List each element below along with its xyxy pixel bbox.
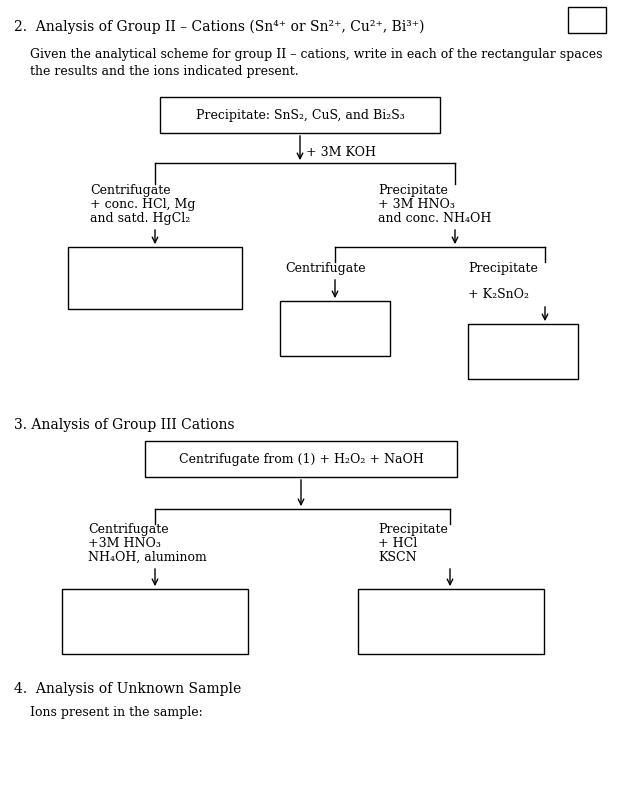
- Text: 3. Analysis of Group III Cations: 3. Analysis of Group III Cations: [14, 418, 234, 431]
- Text: Centrifugate from (1) + H₂O₂ + NaOH: Centrifugate from (1) + H₂O₂ + NaOH: [178, 453, 423, 466]
- Text: Precipitate: Precipitate: [378, 522, 448, 535]
- Text: + 3M KOH: + 3M KOH: [306, 145, 376, 158]
- Bar: [468, 324, 578, 380]
- Text: Centrifugate: Centrifugate: [88, 522, 168, 535]
- Text: Centrifugate: Centrifugate: [90, 184, 171, 197]
- Text: + HCl: + HCl: [378, 536, 417, 549]
- Text: + conc. HCl, Mg: + conc. HCl, Mg: [90, 198, 196, 211]
- Text: + 3M HNO₃: + 3M HNO₃: [378, 198, 455, 211]
- Text: NH₄OH, aluminom: NH₄OH, aluminom: [88, 551, 207, 564]
- Text: and conc. NH₄OH: and conc. NH₄OH: [378, 212, 491, 225]
- Bar: [145, 441, 457, 478]
- Bar: [62, 590, 248, 654]
- Text: Ions present in the sample:: Ions present in the sample:: [30, 705, 203, 718]
- Text: and satd. HgCl₂: and satd. HgCl₂: [90, 212, 190, 225]
- Text: KSCN: KSCN: [378, 551, 416, 564]
- Text: 2.  Analysis of Group II – Cations (Sn⁴⁺ or Sn²⁺, Cu²⁺, Bi³⁺): 2. Analysis of Group II – Cations (Sn⁴⁺ …: [14, 20, 424, 34]
- Text: Precipitate: SnS₂, CuS, and Bi₂S₃: Precipitate: SnS₂, CuS, and Bi₂S₃: [196, 109, 404, 122]
- Bar: [160, 98, 440, 134]
- Text: + K₂SnO₂: + K₂SnO₂: [468, 288, 529, 301]
- Text: +3M HNO₃: +3M HNO₃: [88, 536, 161, 549]
- Bar: [68, 247, 242, 310]
- Bar: [358, 590, 544, 654]
- Text: Given the analytical scheme for group II – cations, write in each of the rectang: Given the analytical scheme for group II…: [30, 48, 602, 78]
- Bar: [568, 8, 606, 34]
- Text: Precipitate: Precipitate: [378, 184, 448, 197]
- Text: 4.  Analysis of Unknown Sample: 4. Analysis of Unknown Sample: [14, 681, 241, 695]
- Text: Precipitate: Precipitate: [468, 262, 538, 275]
- Bar: [280, 302, 390, 357]
- Text: Centrifugate: Centrifugate: [285, 262, 366, 275]
